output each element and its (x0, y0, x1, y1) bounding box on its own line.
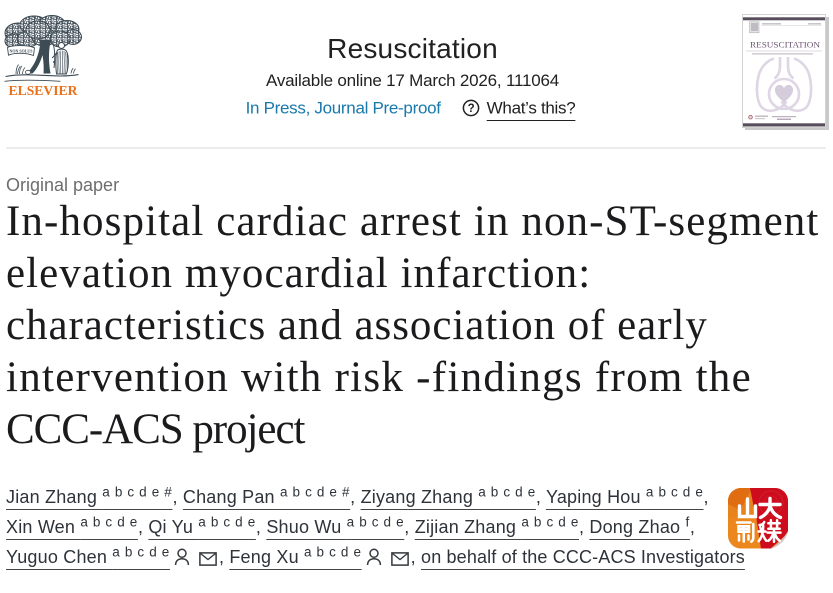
svg-text:ELSEVIER: ELSEVIER (9, 83, 78, 98)
svg-text:?: ? (467, 103, 474, 115)
svg-text:RESUSCITATION: RESUSCITATION (750, 41, 820, 50)
svg-text:NON SOLUS: NON SOLUS (10, 48, 34, 53)
